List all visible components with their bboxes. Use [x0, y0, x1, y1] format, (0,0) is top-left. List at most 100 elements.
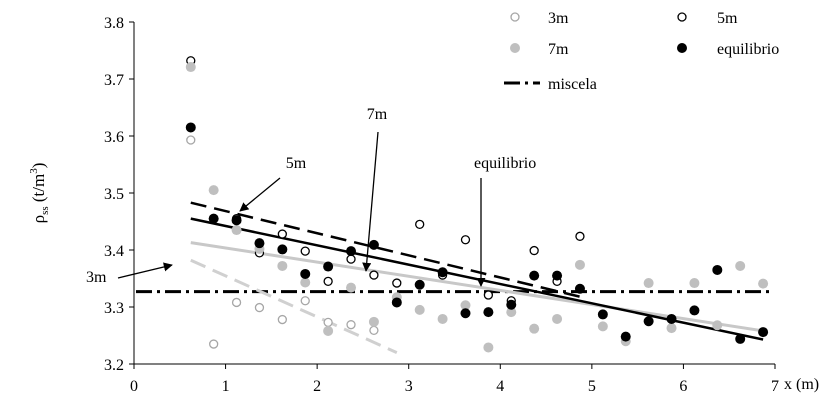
point-equilibrio — [231, 215, 242, 226]
point-equilibrio — [620, 331, 631, 342]
point-equilibrio — [483, 307, 494, 318]
point-equilibrio — [437, 267, 448, 278]
y-axis-label-close: ) — [29, 163, 48, 169]
point-5m — [300, 246, 310, 256]
point-5m — [415, 219, 425, 230]
point-7m — [643, 278, 654, 289]
legend-entry-7m: 7m — [510, 41, 569, 58]
point-7m — [735, 260, 746, 271]
point-equilibrio — [506, 299, 517, 310]
point-equilibrio — [735, 333, 746, 344]
point-7m — [231, 225, 242, 236]
x-tick-label: 7 — [771, 378, 779, 395]
y-axis-label: ρss (t/m3) — [28, 163, 51, 224]
legend-label: miscela — [548, 76, 597, 93]
data-points — [185, 56, 769, 353]
point-5m — [460, 235, 471, 245]
x-tick-label: 6 — [679, 378, 687, 395]
legend-marker — [510, 12, 520, 22]
point-3m — [254, 302, 265, 313]
y-axis-label-unit: (t/m — [29, 174, 48, 207]
annotation-label: 3m — [86, 269, 107, 286]
point-7m — [300, 277, 311, 288]
legend-marker — [510, 43, 520, 53]
annotation-arrow — [239, 177, 281, 212]
point-equilibrio — [323, 261, 334, 272]
x-ticks: 0 1 2 3 4 5 6 7 — [130, 364, 779, 395]
point-equilibrio — [758, 327, 769, 338]
y-tick-label: 3.3 — [104, 300, 124, 317]
x-tick-label: 2 — [313, 378, 321, 395]
legend-entry-miscela: miscela — [504, 76, 597, 93]
y-tick-label: 3.5 — [104, 186, 124, 203]
point-3m — [209, 339, 219, 349]
point-5m — [346, 254, 356, 264]
legend-marker — [677, 43, 687, 53]
point-equilibrio — [529, 270, 540, 281]
point-equilibrio — [277, 244, 288, 255]
y-tick-label: 3.6 — [104, 129, 124, 146]
point-5m — [323, 276, 333, 287]
point-3m — [186, 135, 196, 145]
legend-entry-3m: 3m — [510, 10, 569, 27]
point-equilibrio — [185, 122, 196, 133]
point-equilibrio — [552, 270, 563, 281]
annotation-label: 7m — [367, 106, 388, 123]
point-equilibrio — [712, 264, 723, 275]
point-7m — [346, 282, 357, 293]
point-equilibrio — [208, 213, 219, 224]
trendlines — [190, 201, 764, 354]
point-7m — [277, 260, 288, 271]
point-equilibrio — [460, 308, 471, 319]
y-tick-label: 3.4 — [104, 243, 124, 260]
point-7m — [666, 323, 677, 334]
point-7m — [574, 259, 585, 270]
series-3m — [186, 135, 379, 349]
annotation-7m: 7m — [362, 106, 388, 272]
x-tick-label: 5 — [588, 378, 596, 395]
y-tick-label: 3.2 — [104, 357, 124, 374]
legend: 3m 5m 7m equilibrio miscela — [504, 10, 779, 93]
point-7m — [689, 278, 700, 289]
point-5m — [277, 229, 287, 239]
point-3m — [277, 314, 287, 325]
point-equilibrio — [689, 305, 700, 316]
x-tick-label: 0 — [130, 378, 138, 395]
annotation-label: equilibrio — [474, 155, 536, 172]
y-axis-label-sup: 3 — [28, 168, 40, 174]
x-tick-label: 4 — [496, 378, 504, 395]
annotation-arrow — [362, 131, 379, 272]
point-7m — [437, 313, 448, 324]
series-7m — [185, 62, 769, 353]
point-5m — [392, 278, 402, 288]
point-7m — [208, 185, 219, 196]
point-7m — [483, 342, 494, 353]
point-7m — [506, 307, 517, 318]
point-5m — [483, 290, 494, 300]
x-axis-label: x (m) — [784, 376, 819, 393]
point-equilibrio — [643, 316, 654, 327]
point-equilibrio — [254, 238, 265, 249]
point-3m — [346, 320, 356, 330]
point-3m — [231, 297, 242, 308]
annotation-3m: 3m — [86, 262, 173, 286]
point-7m — [414, 304, 425, 315]
point-7m — [529, 323, 540, 334]
point-7m — [185, 62, 196, 73]
legend-marker — [677, 12, 687, 22]
point-equilibrio — [346, 246, 357, 257]
point-7m — [552, 313, 563, 324]
legend-entry-equilibrio: equilibrio — [677, 41, 779, 58]
annotation-equilibrio: equilibrio — [474, 155, 536, 287]
legend-label: 7m — [548, 41, 569, 58]
point-equilibrio — [391, 297, 402, 308]
legend-label: 5m — [717, 10, 738, 27]
point-5m — [529, 245, 539, 256]
point-3m — [300, 296, 310, 306]
annotation-arrow — [117, 262, 173, 279]
point-5m — [369, 270, 379, 280]
x-tick-label: 1 — [222, 378, 230, 395]
point-equilibrio — [368, 239, 379, 250]
x-tick-label: 3 — [405, 378, 413, 395]
